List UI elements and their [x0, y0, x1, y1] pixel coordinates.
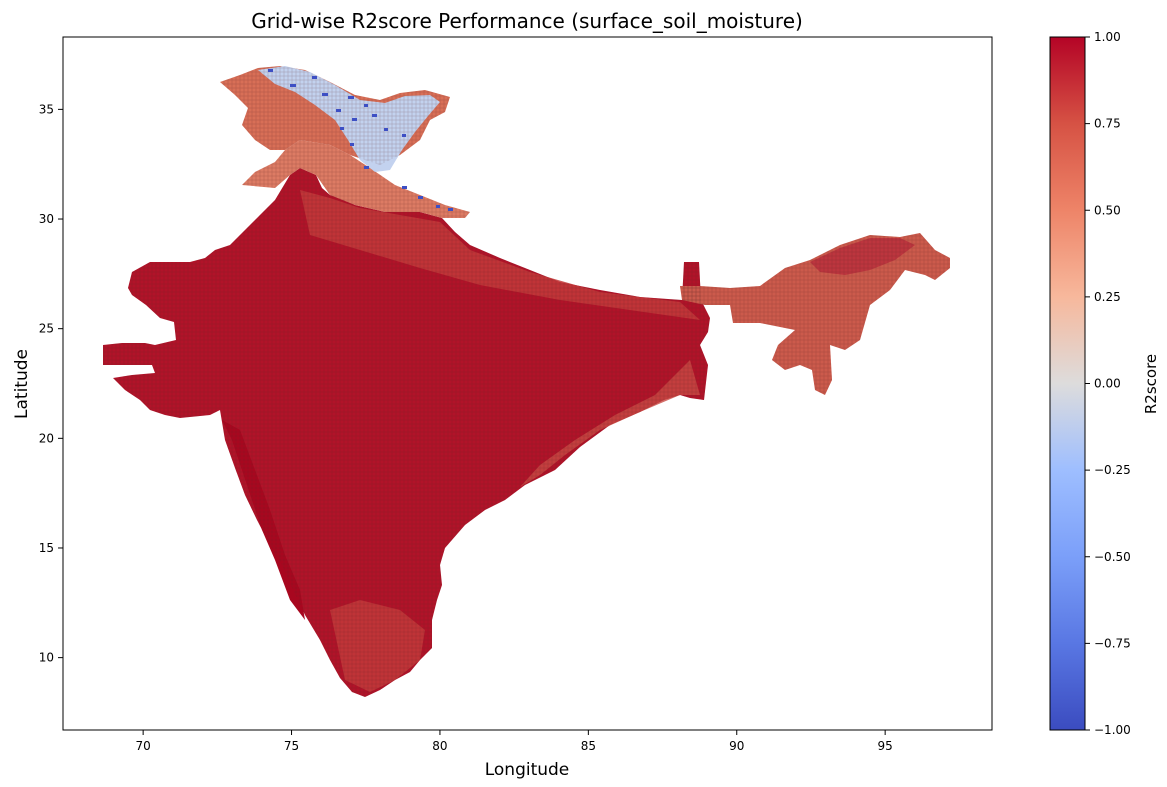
low-score-cell — [336, 109, 341, 112]
low-score-cell — [436, 205, 440, 208]
low-score-cell — [364, 104, 368, 107]
colorbar-tick-label: −0.75 — [1094, 636, 1131, 650]
grid-texture — [103, 66, 950, 697]
low-score-cell — [402, 134, 406, 137]
low-score-cell — [402, 186, 407, 189]
y-axis-label: Latitude — [12, 349, 32, 419]
colorbar-tick-label: −0.50 — [1094, 550, 1131, 564]
heatmap-cells — [103, 66, 950, 697]
y-tick-label: 15 — [39, 541, 54, 555]
colorbar-tick-label: 1.00 — [1094, 30, 1121, 44]
colorbar-tick-label: 0.00 — [1094, 377, 1121, 391]
x-axis-label: Longitude — [485, 760, 570, 780]
x-tick-label: 80 — [432, 739, 447, 753]
colorbar-label: R2score — [1142, 354, 1160, 414]
colorbar-tick-label: −0.25 — [1094, 463, 1131, 477]
colorbar — [1049, 36, 1086, 731]
low-score-cell — [290, 84, 296, 87]
y-tick-label: 30 — [39, 212, 54, 226]
low-score-cells — [268, 69, 453, 211]
low-score-cell — [340, 127, 344, 130]
x-axis-ticks: 70 75 80 85 90 95 — [135, 730, 893, 753]
x-tick-label: 95 — [878, 739, 893, 753]
colorbar-tick-label: −1.00 — [1094, 723, 1131, 737]
low-score-cell — [312, 76, 317, 79]
low-score-cell — [418, 196, 423, 199]
low-score-cell — [372, 114, 377, 117]
x-tick-label: 75 — [284, 739, 299, 753]
chart-title: Grid-wise R2score Performance (surface_s… — [251, 9, 803, 33]
x-tick-label: 70 — [135, 739, 150, 753]
y-tick-label: 35 — [39, 102, 54, 116]
y-axis-ticks: 10 15 20 25 30 35 — [39, 102, 63, 665]
low-score-cell — [322, 93, 328, 96]
y-tick-label: 25 — [39, 322, 54, 336]
plot-area-frame — [62, 36, 993, 731]
low-score-cell — [352, 118, 357, 121]
x-tick-label: 85 — [581, 739, 596, 753]
y-tick-label: 10 — [39, 651, 54, 665]
low-score-cell — [364, 166, 369, 169]
colorbar-ticks: −1.00 −0.75 −0.50 −0.25 0.00 0.25 0.50 0.75 1.00 — [1085, 30, 1131, 737]
low-score-cell — [448, 208, 453, 211]
low-score-cell — [350, 143, 354, 146]
low-score-cell — [348, 96, 354, 99]
low-score-cell — [268, 69, 273, 72]
low-score-cell — [384, 128, 388, 131]
colorbar-tick-label: 0.75 — [1094, 117, 1121, 131]
colorbar-tick-label: 0.50 — [1094, 203, 1121, 217]
x-tick-label: 90 — [729, 739, 744, 753]
colorbar-tick-label: 0.25 — [1094, 290, 1121, 304]
y-tick-label: 20 — [39, 431, 54, 445]
